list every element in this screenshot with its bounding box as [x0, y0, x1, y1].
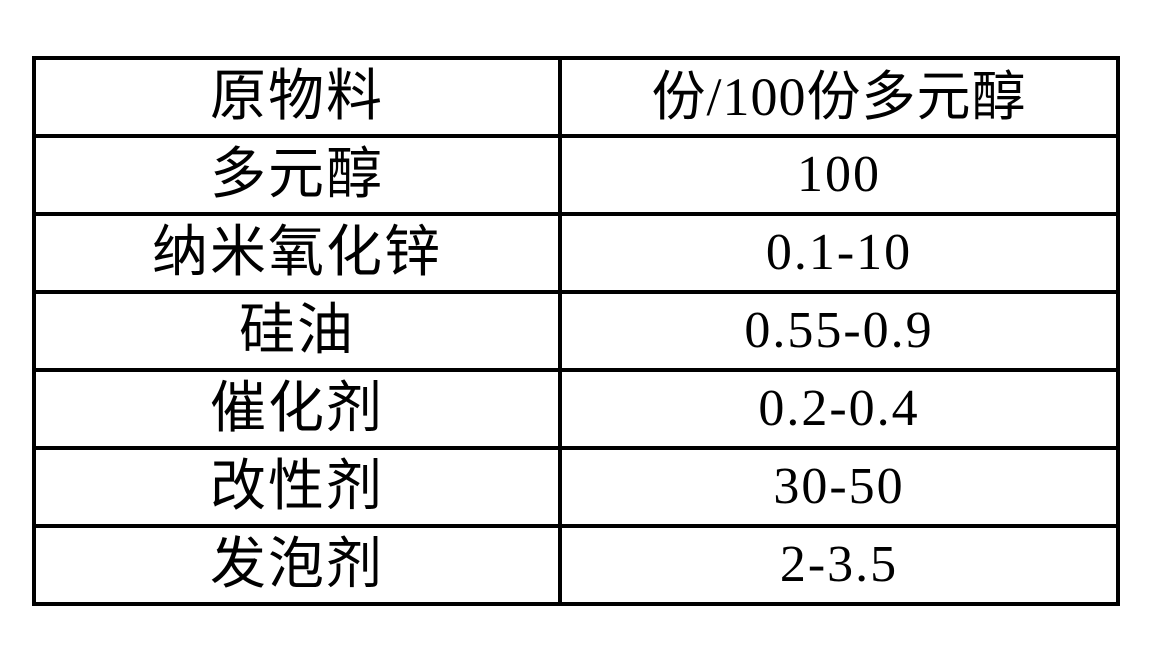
cell-parts: 100 — [560, 136, 1118, 214]
table-row: 催化剂 0.2-0.4 — [34, 370, 1118, 448]
table-row: 发泡剂 2-3.5 — [34, 526, 1118, 604]
cell-material: 改性剂 — [34, 448, 560, 526]
cell-material: 硅油 — [34, 292, 560, 370]
header-material: 原物料 — [34, 58, 560, 136]
cell-material: 纳米氧化锌 — [34, 214, 560, 292]
table-row: 硅油 0.55-0.9 — [34, 292, 1118, 370]
page-container: 原物料 份/100份多元醇 多元醇 100 纳米氧化锌 0.1-10 硅油 0.… — [0, 0, 1152, 661]
cell-parts: 30-50 — [560, 448, 1118, 526]
table-header-row: 原物料 份/100份多元醇 — [34, 58, 1118, 136]
header-parts: 份/100份多元醇 — [560, 58, 1118, 136]
cell-parts: 0.55-0.9 — [560, 292, 1118, 370]
cell-material: 发泡剂 — [34, 526, 560, 604]
cell-material: 催化剂 — [34, 370, 560, 448]
cell-material: 多元醇 — [34, 136, 560, 214]
table-row: 改性剂 30-50 — [34, 448, 1118, 526]
table-row: 多元醇 100 — [34, 136, 1118, 214]
cell-parts: 2-3.5 — [560, 526, 1118, 604]
cell-parts: 0.1-10 — [560, 214, 1118, 292]
composition-table: 原物料 份/100份多元醇 多元醇 100 纳米氧化锌 0.1-10 硅油 0.… — [32, 56, 1120, 606]
cell-parts: 0.2-0.4 — [560, 370, 1118, 448]
table-row: 纳米氧化锌 0.1-10 — [34, 214, 1118, 292]
